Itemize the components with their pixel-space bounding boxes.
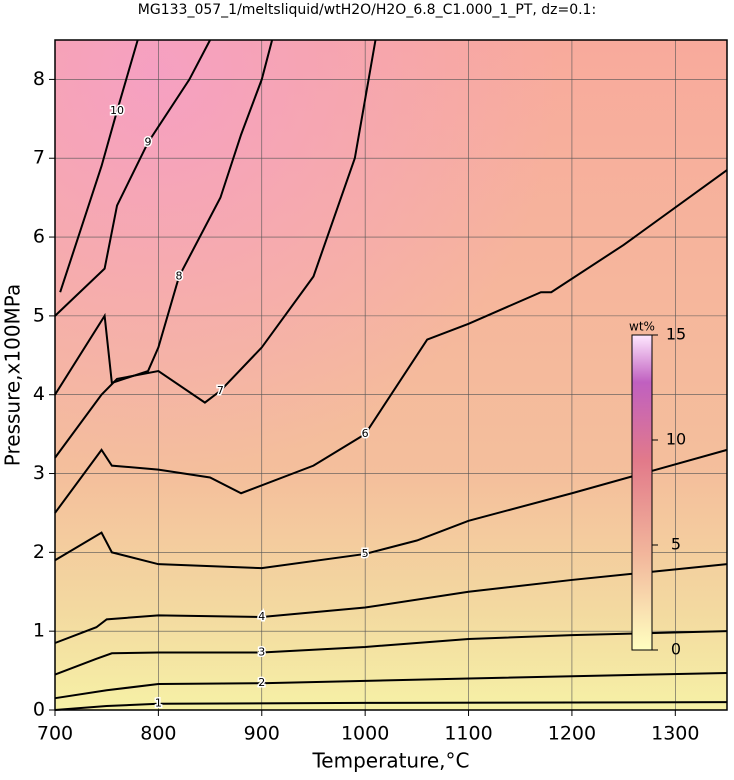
x-tick-label: 1100 bbox=[444, 723, 492, 745]
y-tick-label: 6 bbox=[33, 226, 45, 248]
colorbar-tick-label: 0 bbox=[671, 640, 681, 659]
contour-label: 9 bbox=[145, 135, 152, 148]
contour-label: 8 bbox=[176, 269, 183, 282]
contour-label: 1 bbox=[155, 697, 162, 710]
contour-label: 10 bbox=[110, 104, 124, 117]
x-tick-label: 800 bbox=[140, 723, 176, 745]
contour-line bbox=[54, 39, 211, 317]
contour-line bbox=[54, 169, 728, 514]
contour-line bbox=[54, 39, 377, 459]
x-tick-label: 1000 bbox=[341, 723, 389, 745]
x-tick-label: 900 bbox=[244, 723, 280, 745]
x-axis-label: Temperature,°C bbox=[311, 749, 469, 773]
contour-line bbox=[54, 563, 728, 644]
plot-shading bbox=[55, 40, 727, 710]
contour-line bbox=[54, 448, 728, 570]
chart-title: MG133_057_1/meltsliquid/wtH2O/H2O_6.8_C1… bbox=[138, 2, 596, 18]
colorbar-label: wt% bbox=[629, 320, 655, 334]
contour-line bbox=[54, 39, 274, 396]
contour-line bbox=[59, 39, 139, 293]
contour-label: 2 bbox=[258, 676, 265, 689]
plot-frame bbox=[54, 39, 728, 711]
y-tick-label: 3 bbox=[33, 462, 45, 484]
y-tick-label: 1 bbox=[33, 620, 45, 642]
x-tick-label: 1300 bbox=[651, 723, 699, 745]
colorbar-tick-label: 15 bbox=[666, 325, 686, 344]
contour-label: 4 bbox=[258, 610, 265, 623]
contour-label: 6 bbox=[362, 427, 369, 440]
y-tick-label: 7 bbox=[33, 147, 45, 169]
colorbar-tick-label: 10 bbox=[666, 430, 686, 449]
y-tick-label: 8 bbox=[33, 68, 45, 90]
y-tick-label: 2 bbox=[33, 541, 45, 563]
contour-label: 7 bbox=[217, 384, 224, 397]
contour-line bbox=[54, 630, 728, 676]
contour-line bbox=[54, 671, 728, 700]
contour-label: 5 bbox=[362, 547, 369, 560]
x-tick-label: 700 bbox=[37, 723, 73, 745]
contour-label: 3 bbox=[258, 645, 265, 658]
y-tick-label: 4 bbox=[33, 383, 45, 405]
colorbar-tick-label: 5 bbox=[671, 535, 681, 554]
y-axis-label: Pressure,x100MPa bbox=[1, 284, 25, 466]
x-tick-label: 1200 bbox=[548, 723, 596, 745]
y-tick-label: 5 bbox=[33, 304, 45, 326]
colorbar bbox=[631, 334, 653, 651]
y-tick-label: 0 bbox=[33, 699, 45, 721]
contour-line bbox=[54, 701, 728, 711]
